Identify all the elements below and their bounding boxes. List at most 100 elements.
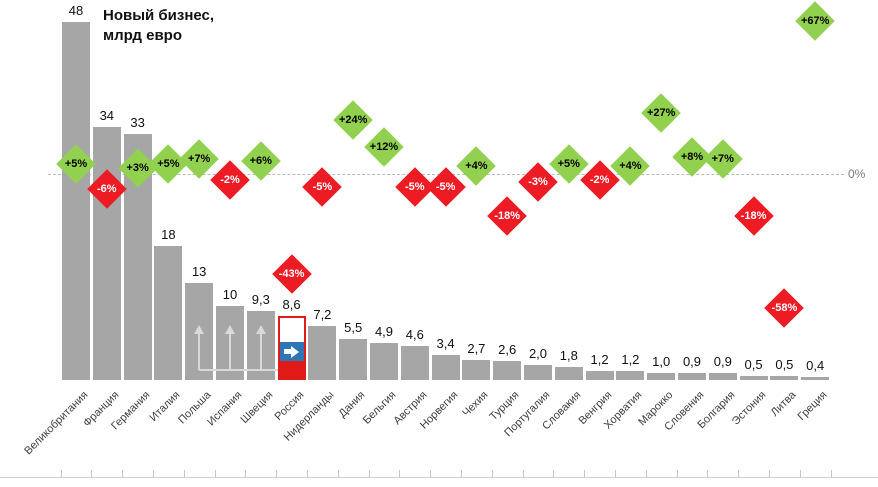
up-arrow [259, 333, 262, 370]
axis-tick [399, 470, 401, 477]
bottom-axis-line [0, 477, 878, 478]
diamond-label: -5% [435, 180, 456, 193]
bar-value-label: 33 [130, 115, 145, 131]
pct-diamond: -2% [210, 159, 250, 200]
pct-diamond: -18% [487, 196, 527, 237]
chart-title-line2: млрд евро [103, 27, 182, 45]
bar [308, 326, 337, 380]
diamond-label: -18% [494, 210, 521, 223]
axis-tick [738, 470, 740, 477]
bar [524, 365, 552, 380]
bar-value-label: 3,4 [436, 335, 455, 351]
diamond-label: +12% [369, 141, 399, 154]
axis-tick [707, 470, 709, 477]
bar-value-label: 4,6 [405, 326, 424, 342]
pct-diamond: -18% [733, 196, 774, 237]
axis-tick [183, 470, 185, 477]
axis-tick [60, 470, 62, 477]
rank-shift-line [199, 369, 278, 371]
diamond-label: +5% [157, 157, 180, 170]
diamond-label: +6% [249, 155, 272, 168]
bar-value-label: 2,6 [498, 341, 517, 357]
bar [801, 377, 830, 380]
bar-value-label: 2,7 [467, 340, 486, 356]
chart-title-line1: Новый бизнес, [103, 7, 215, 24]
bar-value-label: 0,4 [806, 358, 825, 374]
diamond-label: -6% [97, 182, 117, 195]
diamond-label: +8% [680, 150, 704, 163]
bar-value-label: 1,0 [652, 353, 671, 369]
pct-diamond: +12% [364, 127, 404, 168]
axis-tick [491, 470, 493, 477]
bar [554, 366, 583, 380]
pct-diamond: +7% [702, 139, 743, 179]
bar [400, 345, 429, 380]
pct-diamond: +4% [456, 145, 497, 186]
bar [770, 376, 799, 380]
pct-diamond: -2% [579, 159, 620, 200]
diamond-label: +67% [800, 14, 830, 27]
bar [92, 126, 121, 380]
bar-value-label: 8,6 [282, 296, 301, 312]
axis-tick [645, 470, 647, 477]
bar-value-label: 0,9 [682, 354, 702, 370]
bar-value-label: 34 [99, 107, 115, 123]
country-label: Греция [795, 389, 830, 423]
bar-value-label: 1,8 [559, 347, 578, 363]
diamond-label: -58% [771, 302, 798, 315]
bar [647, 372, 676, 380]
diamond-label: +5% [64, 157, 88, 170]
zero-axis-label: 0% [848, 167, 866, 181]
flag-blue-stripe [279, 341, 304, 362]
diamond-label: -5% [405, 180, 425, 193]
axis-tick [461, 470, 462, 477]
pct-diamond: +8% [672, 136, 712, 177]
diamond-label: +3% [126, 162, 149, 175]
bar [154, 245, 183, 380]
pct-diamond: -3% [518, 162, 558, 202]
pct-diamond: +6% [240, 141, 281, 181]
axis-tick [214, 470, 216, 477]
bar-value-label: 5,5 [344, 320, 363, 336]
diamond-label: -43% [278, 267, 305, 280]
bar-value-label: 0,5 [775, 357, 794, 373]
axis-tick [122, 470, 124, 477]
diamond-label: -2% [589, 173, 610, 186]
pct-diamond: +3% [117, 148, 158, 188]
diamond-label: -2% [220, 173, 240, 186]
axis-tick [799, 470, 801, 477]
up-arrow-head-icon [225, 325, 235, 334]
pct-diamond: -5% [302, 166, 343, 207]
up-arrow [198, 333, 201, 370]
bar [339, 339, 368, 380]
bar-value-label: 0,5 [744, 357, 763, 373]
axis-tick [522, 470, 524, 477]
axis-tick [584, 470, 586, 477]
bar-value-label: 1,2 [590, 352, 609, 368]
axis-tick [830, 470, 832, 477]
bar [62, 22, 90, 380]
diamond-label: +7% [188, 152, 211, 165]
chart-title: Новый бизнес, млрд евро [103, 6, 214, 47]
axis-tick [307, 470, 308, 477]
axis-tick [430, 470, 432, 477]
bar [431, 354, 460, 380]
bar-value-label: 10 [222, 286, 238, 302]
flag-red-stripe [279, 361, 304, 378]
up-arrow-head-icon [255, 325, 266, 334]
diamond-label: -5% [312, 180, 333, 193]
bar-value-label: 1,2 [621, 352, 640, 368]
up-arrow-head-icon [194, 325, 205, 334]
pct-diamond: +4% [610, 145, 651, 186]
axis-tick [91, 470, 93, 477]
bar-value-label: 18 [161, 226, 176, 242]
diamond-label: +5% [557, 157, 580, 170]
bar [708, 373, 737, 380]
axis-tick [245, 470, 247, 477]
pct-diamond: +5% [56, 143, 96, 184]
diamond-label: +27% [646, 106, 676, 119]
pct-diamond: +24% [333, 99, 373, 140]
bar [616, 371, 645, 380]
axis-tick [153, 470, 154, 477]
bar [739, 376, 768, 380]
